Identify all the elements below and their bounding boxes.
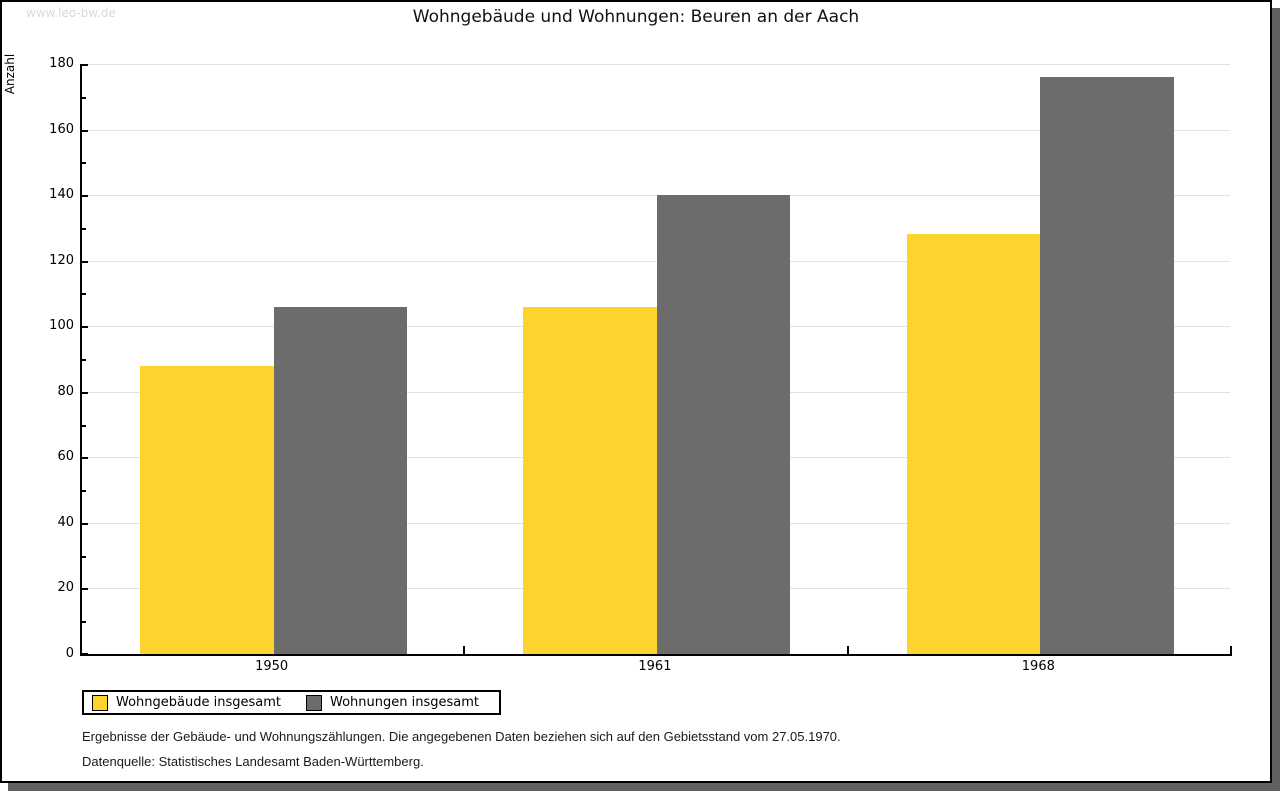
y-tick-label-60: 60 (57, 449, 74, 465)
y-tick-0 (82, 653, 88, 655)
y-tick-110 (82, 293, 86, 296)
y-axis-label: Anzahl (3, 53, 17, 95)
y-tick-140 (82, 195, 88, 198)
legend-swatch-wohngeb-ude-insgesamt (92, 694, 108, 711)
y-tick-label-180: 180 (49, 56, 74, 71)
x-category-label-1950: 1950 (255, 659, 289, 674)
y-tick-label-20: 20 (57, 580, 74, 596)
y-tick-label-100: 100 (49, 318, 74, 334)
x-axis-line (80, 654, 1232, 656)
y-tick-40 (82, 522, 88, 525)
legend-label-wohnungen-insgesamt: Wohnungen insgesamt (330, 695, 479, 710)
plot-area (80, 64, 1232, 656)
gridline-180 (82, 64, 1230, 65)
y-tick-label-160: 160 (49, 121, 74, 137)
legend: Wohngebäude insgesamt Wohnungen insgesamt (82, 690, 501, 715)
y-tick-180 (82, 64, 88, 66)
bar-wohngeb-ude-insgesamt-1950 (140, 365, 274, 654)
bar-wohnungen-insgesamt-1961 (656, 195, 791, 654)
gridline-120 (82, 260, 1230, 262)
y-tick-90 (82, 359, 86, 361)
y-tick-20 (82, 588, 88, 591)
x-category-label-1961: 1961 (638, 659, 672, 674)
y-tick-label-0: 0 (65, 646, 74, 661)
gridline-160 (82, 129, 1230, 131)
x-boundary-tick-2 (846, 646, 849, 654)
gridline-140 (82, 195, 1230, 197)
y-tick-170 (82, 96, 86, 99)
legend-label-wohngeb-ude-insgesamt: Wohngebäude insgesamt (116, 695, 281, 710)
y-tick-30 (82, 555, 86, 558)
y-tick-50 (82, 490, 86, 493)
y-tick-label-140: 140 (49, 187, 74, 203)
y-axis-line (80, 64, 82, 656)
x-boundary-tick-3 (1230, 646, 1232, 654)
x-category-label-1968: 1968 (1021, 659, 1055, 674)
y-tick-120 (82, 260, 88, 263)
y-tick-label-120: 120 (49, 252, 74, 268)
y-tick-label-80: 80 (57, 383, 74, 399)
y-tick-130 (82, 227, 86, 230)
y-tick-60 (82, 457, 88, 460)
bar-wohngeb-ude-insgesamt-1968 (906, 234, 1041, 654)
y-tick-70 (82, 424, 86, 427)
y-tick-80 (82, 391, 88, 394)
chart-title: Wohngebäude und Wohnungen: Beuren an der… (412, 7, 860, 27)
legend-swatch-wohnungen-insgesamt (306, 694, 322, 711)
footnote-line-1: Ergebnisse der Gebäude- und Wohnungszähl… (82, 729, 841, 744)
bar-wohngeb-ude-insgesamt-1961 (523, 306, 657, 654)
y-tick-150 (82, 162, 86, 165)
x-boundary-tick-1 (463, 646, 466, 654)
y-tick-label-40: 40 (57, 514, 74, 530)
footnote-line-2: Datenquelle: Statistisches Landesamt Bad… (82, 754, 424, 769)
watermark: www.leo-bw.de (26, 6, 116, 20)
y-tick-160 (82, 129, 88, 132)
bar-wohnungen-insgesamt-1950 (273, 306, 407, 654)
bar-wohnungen-insgesamt-1968 (1040, 77, 1174, 654)
y-tick-10 (82, 621, 86, 624)
y-tick-100 (82, 326, 88, 329)
